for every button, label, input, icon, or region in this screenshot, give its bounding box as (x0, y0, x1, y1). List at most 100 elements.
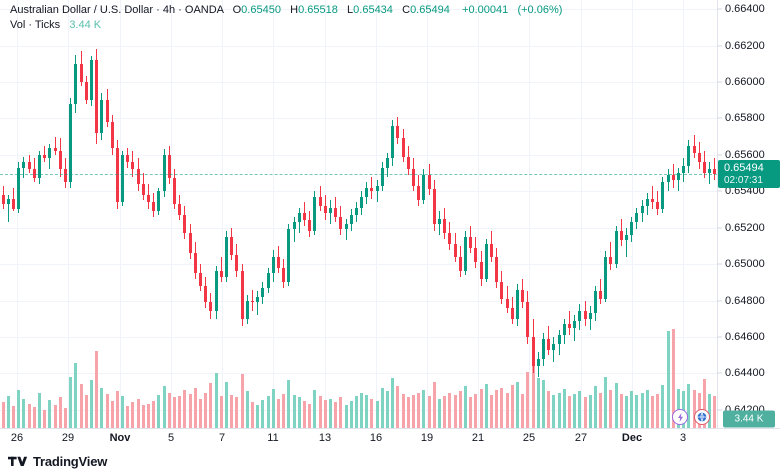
candle-body (469, 236, 472, 248)
change-value: +0.00041 (462, 4, 509, 16)
volume-bar (267, 396, 270, 428)
candle-body (251, 300, 254, 303)
volume-bar (448, 392, 451, 428)
time-scale[interactable]: 26 29 Nov 5 7 11 13 16 19 21 25 27 Dec 3 (0, 428, 780, 452)
volume-bar (95, 351, 98, 428)
candle-body (625, 234, 628, 241)
legend-separator-2: · (178, 4, 182, 16)
time-tick-label: 3 (679, 432, 687, 444)
candle-wick (8, 194, 9, 223)
volume-bar (106, 393, 109, 428)
candle-body (111, 122, 114, 148)
candle-body (438, 218, 441, 224)
price-tick-mark (717, 300, 722, 301)
volume-bar (220, 396, 223, 428)
volume-bar (422, 390, 425, 428)
volume-bar (558, 392, 561, 428)
volume-bar (563, 388, 566, 428)
candle-body (672, 174, 675, 181)
volume-bar (261, 399, 264, 428)
volume-bar (578, 391, 581, 428)
volume-bar (183, 390, 186, 428)
candle-body (667, 174, 670, 183)
volume-bar (241, 374, 244, 428)
candle-body (220, 271, 223, 277)
volume-bar (667, 331, 670, 428)
volume-bar (163, 386, 166, 428)
grid-line-vertical (120, 0, 121, 428)
volume-bar (672, 329, 675, 428)
candle-body (199, 273, 202, 286)
volume-bar (22, 398, 25, 428)
volume-bar (298, 397, 301, 428)
candle-body (241, 271, 244, 319)
volume-bar (360, 392, 363, 428)
candle-body (95, 60, 98, 133)
candle-wick (714, 158, 715, 181)
volume-bar (370, 398, 373, 428)
volume-bar (48, 399, 51, 428)
economic-events-group[interactable] (672, 409, 710, 425)
candle-body (303, 213, 306, 221)
grid-line-vertical (171, 0, 172, 428)
time-tick-label: 27 (574, 432, 588, 444)
volume-indicator-row[interactable]: Vol · Ticks 3.44 K (10, 19, 562, 32)
chart-plot-area[interactable] (0, 0, 717, 428)
volume-bar (693, 390, 696, 428)
volume-bar (485, 384, 488, 428)
price-tick-mark (717, 336, 722, 338)
candle-body (147, 194, 150, 203)
price-tick-label: 0.65800 (725, 112, 765, 125)
volume-bar (246, 391, 249, 428)
volume-bar (178, 396, 181, 428)
volume-bar (464, 386, 467, 428)
candle-body (142, 183, 145, 195)
candle-body (246, 300, 249, 319)
volume-bar (230, 395, 233, 428)
interval-label[interactable]: 4h (162, 4, 176, 16)
volume-bar (594, 386, 597, 428)
current-price-badge[interactable]: 0.65494 02:07:31 (718, 160, 780, 189)
volume-bar (85, 395, 88, 428)
price-tick-mark (717, 263, 722, 265)
grid-line-vertical (478, 0, 479, 428)
volume-bar (33, 407, 36, 428)
volume-bar (350, 401, 353, 428)
candle-body (22, 162, 25, 168)
price-tick-label: 0.65000 (725, 258, 765, 271)
candle-body (183, 214, 186, 234)
volume-bar (131, 402, 134, 428)
tradingview-mark-icon (8, 456, 28, 466)
candle-body (235, 254, 238, 272)
volume-bar (396, 386, 399, 428)
volume-bar (376, 401, 379, 428)
price-tick-mark (717, 190, 722, 192)
volume-bar (459, 391, 462, 428)
volume-bar (17, 390, 20, 428)
symbol-info-row[interactable]: Australian Dollar / U.S. Dollar · 4h · O… (10, 4, 562, 17)
candle-body (391, 125, 394, 159)
economic-event-globe-icon[interactable] (694, 409, 710, 425)
grid-line-vertical (17, 0, 18, 428)
candle-body (542, 338, 545, 359)
candle-body (339, 216, 342, 230)
open-value: 0.65450 (241, 4, 281, 16)
candle-body (474, 247, 477, 263)
volume-badge: 3.44 K (723, 410, 775, 428)
price-scale[interactable]: 0.66400 0.66200 0.66000 0.65800 0.65600 0.654… (717, 0, 780, 428)
price-tick-mark (717, 8, 722, 10)
volume-bar (516, 381, 519, 428)
candle-body (225, 236, 228, 277)
symbol-name[interactable]: Australian Dollar / U.S. Dollar (10, 4, 154, 16)
tradingview-logo[interactable]: TradingView (8, 452, 107, 470)
volume-bar (59, 397, 62, 428)
volume-bar (417, 392, 420, 428)
grid-line-vertical (683, 0, 684, 428)
volume-bar (7, 396, 10, 428)
economic-event-flash-icon[interactable] (672, 409, 688, 425)
volume-bar (251, 402, 254, 428)
volume-bar (615, 382, 618, 428)
time-tick-label: 5 (167, 432, 175, 444)
candle-body (74, 63, 77, 104)
price-tick-mark (717, 81, 722, 83)
